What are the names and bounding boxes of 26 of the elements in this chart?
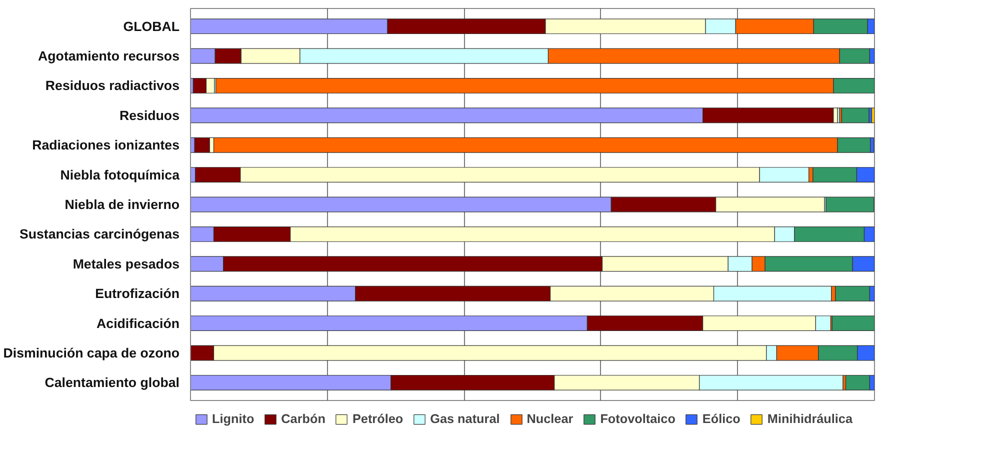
bar [194, 137, 210, 153]
bar [845, 374, 870, 390]
y-tick-label: Agotamiento recursos [38, 48, 180, 64]
legend-label: Minihidráulica [767, 412, 852, 426]
y-tick-label: Radiaciones ionizantes [32, 138, 180, 153]
legend-label: Gas natural [430, 412, 500, 426]
y-tick-label: Residuos radiactivos [45, 78, 180, 94]
legend-label: Nuclear [526, 412, 574, 426]
legend-label: Lignito [212, 412, 254, 426]
legend-label: Petróleo [352, 412, 404, 426]
y-tick-label: GLOBAL [123, 18, 180, 34]
legend-label: Fotovoltaico [600, 412, 676, 426]
legend-label: Eólico [702, 412, 740, 426]
y-tick-label: Calentamiento global [44, 375, 180, 390]
bar [871, 108, 874, 124]
bar [835, 286, 870, 302]
bar [841, 108, 870, 124]
y-tick-label: Residuos [120, 108, 180, 123]
y-tick-label: Sustancias carcinógenas [19, 226, 180, 242]
y-tick-label: Niebla fotoquímica [60, 167, 180, 182]
y-tick-label: Niebla de invierno [64, 197, 180, 212]
y-tick-label: Eutrofización [95, 286, 180, 302]
y-tick-label: Acidificación [96, 316, 180, 331]
legend-label: Carbón [281, 412, 326, 426]
y-tick-label: Metales pesados [72, 256, 180, 272]
y-tick-label: Disminución capa de ozono [3, 345, 180, 360]
